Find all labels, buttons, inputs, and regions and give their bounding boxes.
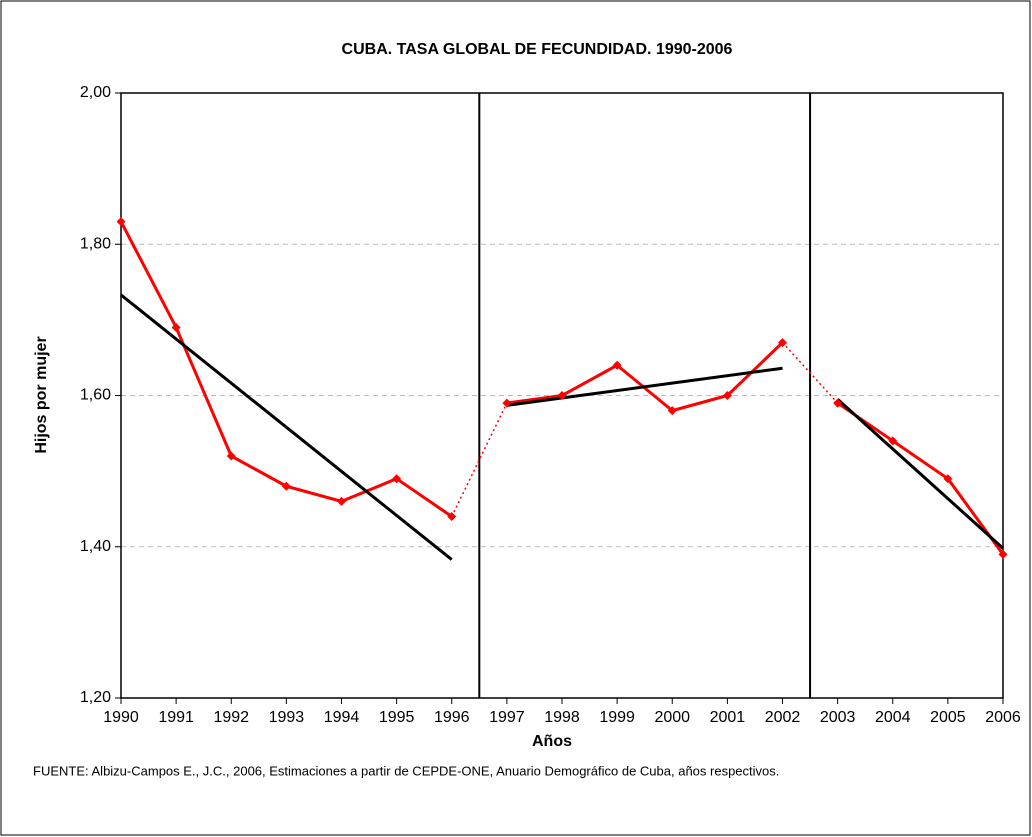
x-tick-label: 1994 (324, 709, 360, 726)
y-axis-label: Hijos por mujer (33, 336, 50, 453)
x-tick-label: 2003 (820, 709, 856, 726)
series-line (451, 402, 508, 517)
series-line (561, 363, 618, 397)
y-tick-label: 1,20 (80, 689, 111, 706)
x-axis-label: Años (532, 733, 572, 750)
x-tick-label: 1992 (213, 709, 249, 726)
point-marker (667, 406, 677, 416)
series-line (891, 439, 949, 480)
x-tick-label: 1999 (599, 709, 635, 726)
y-tick-label: 2,00 (80, 84, 111, 101)
point-marker (502, 398, 512, 408)
series-line (174, 326, 233, 457)
point-marker (998, 549, 1008, 559)
chart-title: CUBA. TASA GLOBAL DE FECUNDIDAD. 1990-20… (342, 41, 733, 58)
point-marker (778, 338, 787, 348)
x-tick-label: 1993 (269, 709, 305, 726)
trend-line (836, 398, 1005, 550)
x-tick-label: 2001 (710, 709, 746, 726)
y-tick-label: 1,40 (80, 538, 111, 555)
x-tick-label: 1996 (434, 709, 470, 726)
plot-border (120, 92, 1004, 699)
point-marker (888, 436, 898, 446)
series-line (230, 454, 288, 488)
trend-line (120, 293, 453, 561)
point-marker (337, 496, 346, 506)
x-tick-label: 2002 (765, 709, 801, 726)
series-line (340, 477, 398, 503)
x-tick-label: 2004 (875, 709, 911, 726)
point-marker (281, 481, 291, 491)
point-marker (722, 391, 732, 400)
point-marker (833, 398, 843, 408)
x-tick-label: 2006 (985, 709, 1021, 726)
series-line (781, 342, 839, 404)
point-marker (447, 512, 457, 521)
series-line (119, 220, 178, 329)
x-tick-label: 1997 (489, 709, 525, 726)
point-marker (943, 474, 953, 484)
point-marker (392, 474, 402, 484)
series-line (395, 477, 453, 518)
series-line (671, 394, 728, 413)
x-tick-label: 1990 (103, 709, 139, 726)
x-tick-label: 2000 (654, 709, 690, 726)
series-line (726, 341, 784, 397)
series-line (506, 394, 563, 405)
point-marker (171, 322, 181, 332)
x-tick-label: 1998 (544, 709, 580, 726)
x-tick-label: 2005 (930, 709, 966, 726)
x-tick-label: 1991 (158, 709, 194, 726)
trend-line (506, 366, 783, 407)
point-marker (612, 360, 622, 370)
point-marker (116, 217, 126, 227)
point-marker (226, 451, 236, 461)
y-tick-label: 1,60 (80, 387, 111, 404)
x-tick-label: 1995 (379, 709, 415, 726)
y-tick-label: 1,80 (80, 235, 111, 252)
point-marker (557, 391, 567, 400)
source-note: FUENTE: Albizu-Campos E., J.C., 2006, Es… (33, 763, 779, 778)
series-line (285, 484, 342, 503)
